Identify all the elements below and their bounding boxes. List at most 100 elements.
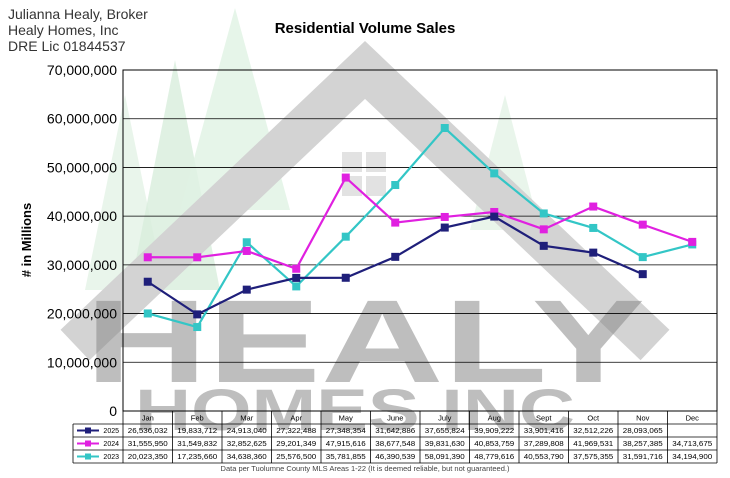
data-point-2023 xyxy=(391,181,400,190)
data-source-note: Data per Tuolumne County MLS Areas 1-22 … xyxy=(221,464,510,473)
data-label: 41,969,531 xyxy=(573,441,613,448)
data-point-2024 xyxy=(143,253,152,262)
data-label: 46,390,539 xyxy=(375,454,415,461)
y-tick-label: 70,000,000 xyxy=(47,62,117,78)
y-tick-label: 60,000,000 xyxy=(47,111,117,127)
data-label: 35,781,855 xyxy=(326,454,366,461)
x-tick-label: Apr xyxy=(290,414,302,423)
data-label: 34,638,360 xyxy=(227,454,267,461)
data-point-2024 xyxy=(341,173,350,182)
data-point-2024 xyxy=(391,218,400,227)
y-tick-label: 10,000,000 xyxy=(47,354,117,370)
data-point-2025 xyxy=(143,277,152,286)
data-point-2025 xyxy=(193,310,202,319)
data-label: 33,901,416 xyxy=(524,428,564,435)
data-point-2025 xyxy=(242,285,251,294)
series-lines xyxy=(143,124,697,332)
data-label: 31,642,886 xyxy=(375,428,415,435)
series-line-2023 xyxy=(147,126,693,329)
x-tick-label: Dec xyxy=(686,414,700,423)
data-point-2024 xyxy=(589,202,598,211)
data-point-2023 xyxy=(143,309,152,318)
legend-marker-2023 xyxy=(85,453,91,460)
data-label: 29,201,349 xyxy=(276,441,316,448)
y-tick-label: 0 xyxy=(109,403,117,419)
x-tick-label: Feb xyxy=(191,414,204,423)
data-label: 37,289,808 xyxy=(524,441,564,448)
y-tick-label: 20,000,000 xyxy=(47,306,117,322)
y-axis-label: # in Millions xyxy=(19,203,34,277)
data-point-2025 xyxy=(539,241,548,250)
x-tick-label: Aug xyxy=(488,414,501,423)
data-label: 17,235,660 xyxy=(177,454,217,461)
legend-label-2025: 2025 xyxy=(103,428,119,435)
data-label: 28,093,065 xyxy=(623,428,663,435)
company-name: Healy Homes, Inc xyxy=(8,22,119,38)
legend-label-2023: 2023 xyxy=(103,454,119,461)
data-label: 34,194,900 xyxy=(672,454,712,461)
y-tick-label: 40,000,000 xyxy=(47,208,117,224)
watermark-word-healy: HEALY xyxy=(85,276,645,408)
data-point-2023 xyxy=(589,223,598,232)
data-label: 47,915,616 xyxy=(326,441,366,448)
data-point-2025 xyxy=(490,212,499,221)
data-point-2024 xyxy=(638,220,647,229)
data-point-2025 xyxy=(589,248,598,257)
x-tick-label: Oct xyxy=(587,414,600,423)
y-axis-ticks: 0 10,000,000 20,000,000 30,000,000 40,000,00… xyxy=(47,62,117,419)
data-point-2023 xyxy=(638,253,647,262)
x-tick-label: Jan xyxy=(142,414,154,423)
data-point-2024 xyxy=(490,207,499,216)
data-point-2023 xyxy=(440,124,449,133)
data-point-2025 xyxy=(292,273,301,282)
data-label: 38,677,548 xyxy=(375,441,415,448)
data-label: 19,833,712 xyxy=(177,428,217,435)
data-label: 37,575,355 xyxy=(573,454,613,461)
data-label: 32,852,625 xyxy=(227,441,267,448)
data-label: 25,576,500 xyxy=(276,454,316,461)
data-point-2023 xyxy=(193,323,202,332)
legend-label-2024: 2024 xyxy=(103,441,119,448)
data-point-2023 xyxy=(292,282,301,291)
x-tick-label: Nov xyxy=(636,414,650,423)
data-table: Jan Feb Mar Apr May June July Aug Sept Oct Nov Dec 2… xyxy=(72,410,718,464)
data-point-2025 xyxy=(638,270,647,279)
data-label: 48,779,616 xyxy=(474,454,514,461)
data-point-2024 xyxy=(539,225,548,234)
data-point-2025 xyxy=(341,273,350,282)
x-tick-label: May xyxy=(339,414,353,423)
data-label: 40,553,790 xyxy=(524,454,564,461)
data-point-2023 xyxy=(539,209,548,218)
data-label: 31,555,950 xyxy=(128,441,168,448)
data-point-2023 xyxy=(490,169,499,178)
data-point-2024 xyxy=(292,264,301,273)
x-tick-label: July xyxy=(438,414,452,423)
license-number: DRE Lic 01844537 xyxy=(8,38,126,54)
data-label: 39,831,630 xyxy=(425,441,465,448)
y-tick-label: 30,000,000 xyxy=(47,257,117,273)
data-label: 31,549,832 xyxy=(177,441,217,448)
x-tick-label: June xyxy=(387,414,403,423)
data-label: 32,512,226 xyxy=(573,428,613,435)
company-logo-watermark: HEALY HOMES INC xyxy=(60,8,670,443)
y-tick-label: 50,000,000 xyxy=(47,159,117,175)
data-point-2023 xyxy=(242,238,251,247)
legend-marker-2024 xyxy=(85,440,91,447)
chart-title: Residential Volume Sales xyxy=(275,20,456,37)
data-label: 37,655,824 xyxy=(425,428,465,435)
data-label: 20,023,350 xyxy=(128,454,168,461)
legend-marker-2025 xyxy=(85,427,91,434)
series-line-2024 xyxy=(147,175,693,271)
x-tick-label: Mar xyxy=(240,414,253,423)
data-label: 26,536,032 xyxy=(128,428,168,435)
data-label: 31,591,716 xyxy=(623,454,663,461)
broker-header: Julianna Healy, Broker Healy Homes, Inc … xyxy=(8,6,148,54)
data-label: 34,713,675 xyxy=(672,441,712,448)
data-label: 38,257,385 xyxy=(623,441,663,448)
data-point-2023 xyxy=(341,232,350,241)
data-label: 24,913,040 xyxy=(227,428,267,435)
data-label: 40,853,759 xyxy=(474,441,514,448)
data-point-2024 xyxy=(688,237,697,246)
